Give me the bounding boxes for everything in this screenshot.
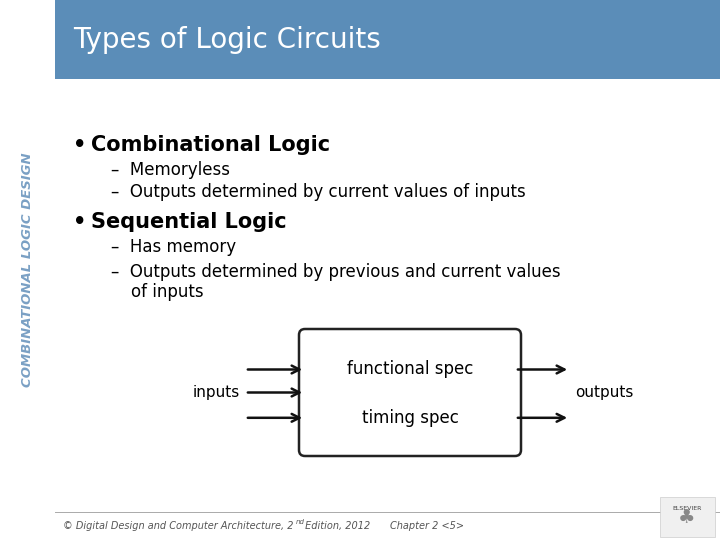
- Text: •: •: [73, 212, 86, 232]
- Text: Edition, 2012: Edition, 2012: [302, 521, 370, 531]
- Text: ♣: ♣: [678, 509, 696, 528]
- Text: of inputs: of inputs: [131, 283, 204, 301]
- Text: © Digital Design and Computer Architecture, 2: © Digital Design and Computer Architectu…: [63, 521, 294, 531]
- Text: timing spec: timing spec: [361, 409, 459, 427]
- Text: Sequential Logic: Sequential Logic: [91, 212, 287, 232]
- Text: inputs: inputs: [193, 385, 240, 400]
- Text: functional spec: functional spec: [347, 361, 473, 379]
- Text: ELSEVIER: ELSEVIER: [672, 505, 702, 510]
- Text: –  Has memory: – Has memory: [111, 238, 236, 256]
- Text: –  Outputs determined by previous and current values: – Outputs determined by previous and cur…: [111, 263, 561, 281]
- Text: nd: nd: [296, 519, 305, 525]
- Text: Chapter 2 <5>: Chapter 2 <5>: [390, 521, 464, 531]
- Text: Types of Logic Circuits: Types of Logic Circuits: [73, 25, 381, 53]
- Text: COMBINATIONAL LOGIC DESIGN: COMBINATIONAL LOGIC DESIGN: [21, 153, 34, 387]
- Bar: [55, 0, 720, 79]
- Text: Combinational Logic: Combinational Logic: [91, 135, 330, 155]
- FancyBboxPatch shape: [299, 329, 521, 456]
- Text: •: •: [73, 135, 86, 155]
- Text: outputs: outputs: [575, 385, 634, 400]
- Bar: [660, 497, 715, 537]
- Text: –  Outputs determined by current values of inputs: – Outputs determined by current values o…: [111, 183, 526, 201]
- Text: –  Memoryless: – Memoryless: [111, 161, 230, 179]
